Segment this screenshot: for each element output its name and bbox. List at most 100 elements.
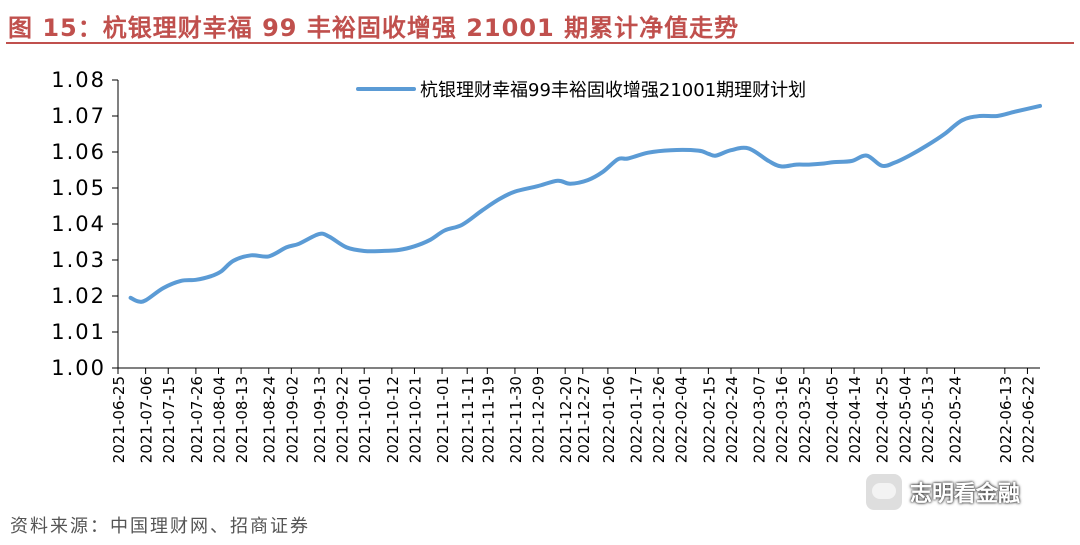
x-tick-label: 2022-04-25	[874, 376, 892, 463]
x-tick-label: 2021-07-06	[138, 376, 156, 463]
series-line	[128, 103, 1042, 304]
x-tick-label: 2022-04-05	[823, 376, 841, 463]
data-point	[194, 278, 198, 282]
x-tick-label: 2021-09-13	[311, 376, 329, 463]
x-tick-label: 2021-12-20	[557, 376, 575, 463]
x-tick-label: 2022-02-04	[673, 376, 691, 463]
data-point	[807, 163, 811, 167]
x-tick-label: 2022-02-15	[700, 376, 718, 463]
x-tick-label: 2021-06-25	[110, 376, 128, 463]
data-point	[136, 299, 140, 303]
data-point	[297, 242, 301, 246]
data-point	[556, 179, 560, 183]
x-tick-label: 2022-01-17	[628, 376, 646, 463]
data-point	[327, 235, 331, 239]
data-point	[960, 118, 964, 122]
data-point	[179, 279, 183, 283]
y-tick-label: 1.05	[51, 176, 106, 200]
x-tick-label: 2021-09-22	[334, 376, 352, 463]
watermark: 志明看金融	[866, 474, 1020, 510]
x-tick-label: 2022-03-16	[773, 376, 791, 463]
y-tick-label: 1.02	[51, 284, 106, 308]
y-axis: 1.08 1.07 1.06 1.05 1.04 1.03 1.02 1.01 1.00	[51, 68, 119, 380]
y-tick-label: 1.04	[51, 212, 106, 236]
data-point	[586, 178, 590, 182]
data-point	[536, 184, 540, 188]
x-tick-label: 2022-05-04	[896, 376, 914, 463]
x-tick-label: 2022-06-22	[1019, 376, 1037, 463]
x-tick-label: 2022-01-06	[600, 376, 618, 463]
watermark-text: 志明看金融	[910, 482, 1021, 507]
x-tick-label: 2022-01-26	[650, 376, 668, 463]
data-point	[907, 154, 911, 158]
x-tick-label: 2021-12-27	[575, 376, 593, 463]
x-tick-label: 2021-11-30	[507, 376, 525, 463]
x-tick-label: 2022-04-14	[846, 376, 864, 463]
x-tick-label: 2022-05-13	[919, 376, 937, 463]
data-point	[892, 161, 896, 165]
data-point	[767, 159, 771, 163]
title-divider	[6, 42, 1074, 44]
data-point	[412, 244, 416, 248]
data-point	[362, 249, 366, 253]
line-chart: 1.08 1.07 1.06 1.05 1.04 1.03 1.02 1.01 1.00 202…	[51, 68, 1042, 463]
data-point	[460, 223, 464, 227]
data-point	[232, 259, 236, 263]
x-tick-label: 2021-08-04	[210, 376, 228, 463]
data-point	[669, 148, 673, 152]
data-point	[144, 298, 148, 302]
data-point	[706, 152, 710, 156]
data-point	[209, 274, 213, 278]
data-point	[925, 144, 929, 148]
data-point	[513, 190, 517, 194]
x-axis: 2021-06-25 2021-07-06 2021-07-15 2021-07-26…	[110, 367, 1040, 463]
x-tick-label: 2022-06-13	[997, 376, 1015, 463]
x-tick-label: 2021-10-01	[356, 376, 374, 463]
data-point	[568, 182, 572, 186]
x-tick-label: 2022-03-07	[751, 376, 769, 463]
data-point	[443, 229, 447, 233]
source-note: 资料来源：中国理财网、招商证券	[10, 516, 310, 537]
data-point	[317, 232, 321, 236]
data-point	[161, 286, 165, 290]
data-point	[616, 157, 620, 161]
data-point	[729, 148, 733, 152]
data-point	[880, 164, 884, 168]
data-point	[129, 296, 133, 300]
x-tick-label: 2021-07-26	[188, 376, 206, 463]
x-tick-label: 2021-09-02	[283, 376, 301, 463]
x-tick-label: 2021-10-12	[384, 376, 402, 463]
series-group	[128, 103, 1042, 304]
data-point	[822, 162, 826, 166]
data-point	[397, 248, 401, 252]
x-tick-label: 2021-10-21	[406, 376, 424, 463]
data-point	[626, 157, 630, 161]
data-point	[779, 164, 783, 168]
x-tick-label: 2021-12-09	[530, 376, 548, 463]
x-tick-label: 2022-03-25	[796, 376, 814, 463]
data-point	[480, 208, 484, 212]
data-point	[601, 170, 605, 174]
x-tick-label: 2021-07-15	[160, 376, 178, 463]
x-tick-label: 2021-11-01	[434, 376, 452, 463]
data-point	[696, 149, 700, 153]
wechat-logo-icon	[866, 474, 902, 510]
y-tick-label: 1.06	[51, 140, 106, 164]
data-point	[267, 254, 271, 258]
data-point	[428, 238, 432, 242]
data-point	[646, 151, 650, 155]
data-point	[1038, 104, 1042, 108]
data-point	[794, 163, 798, 167]
figure-title: 图 15：杭银理财幸福 99 丰裕固收增强 21001 期累计净值走势	[8, 14, 740, 42]
x-tick-label: 2022-05-24	[947, 376, 965, 463]
y-tick-label: 1.08	[51, 68, 106, 92]
data-point	[747, 146, 751, 150]
y-tick-label: 1.01	[51, 320, 106, 344]
x-tick-label: 2021-11-11	[459, 376, 477, 463]
data-point	[978, 114, 982, 118]
x-tick-label: 2021-11-19	[479, 376, 497, 463]
y-tick-label: 1.03	[51, 248, 106, 272]
legend-label: 杭银理财幸福99丰裕固收增强21001期理财计划	[420, 80, 806, 101]
x-tick-label: 2021-08-24	[261, 376, 279, 463]
data-point	[249, 253, 253, 257]
